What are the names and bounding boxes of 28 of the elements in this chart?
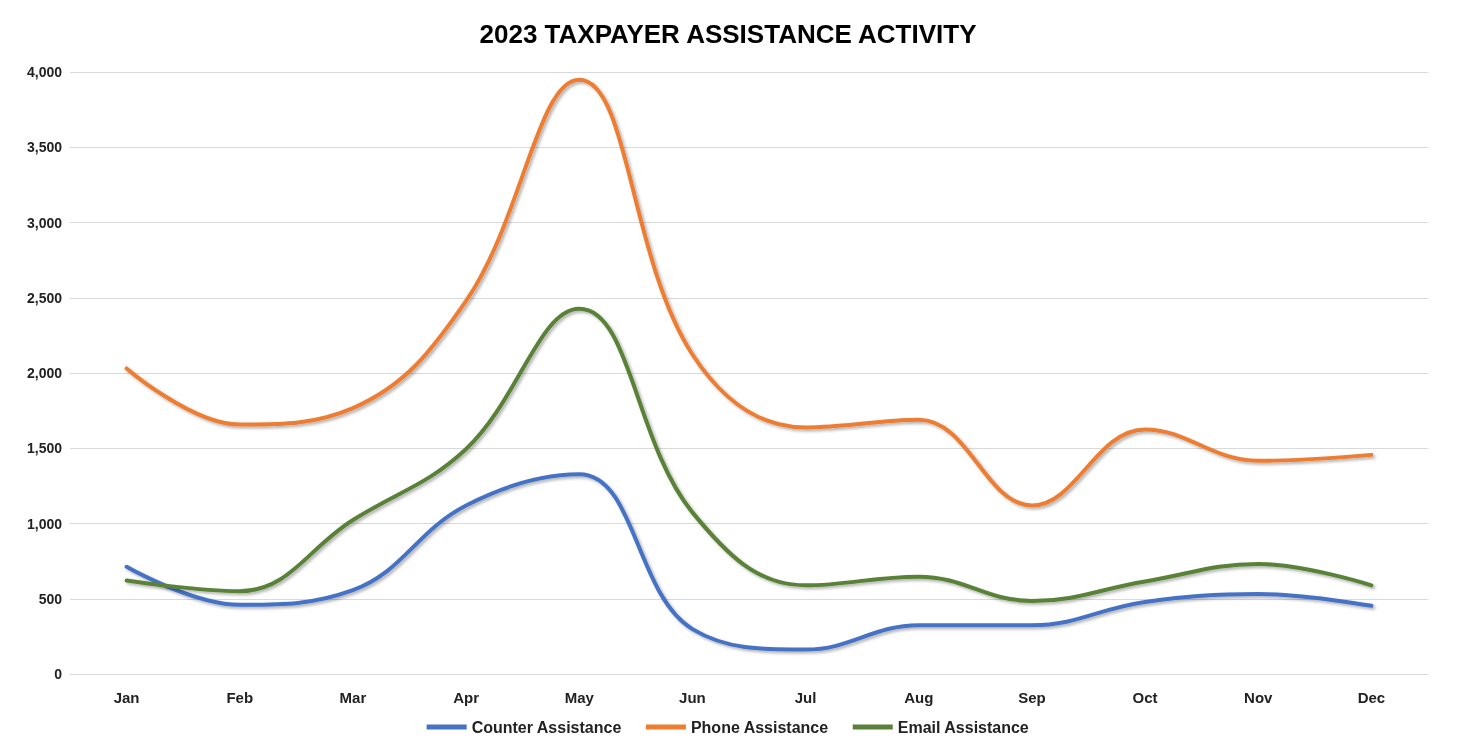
- y-tick-label: 2,500: [26, 289, 63, 306]
- line-series: [124, 472, 1374, 652]
- y-tick-label: 1,000: [26, 515, 63, 532]
- x-tick-label: May: [564, 689, 595, 706]
- x-tick-label: Jan: [113, 689, 140, 706]
- y-tick-label: 4,000: [26, 64, 63, 80]
- line-series: [124, 306, 1374, 604]
- chart-title: 2023 TAXPAYER ASSISTANCE ACTIVITY: [479, 19, 977, 49]
- y-tick-label: 1,500: [26, 440, 63, 457]
- y-tick-label: 3,500: [26, 139, 63, 156]
- y-tick-label: 3,000: [26, 214, 63, 231]
- y-tick-label: 500: [38, 590, 63, 607]
- x-tick-label: Mar: [339, 689, 367, 706]
- legend-label: Email Assistance: [897, 718, 1029, 736]
- x-tick-label: Apr: [453, 689, 480, 706]
- x-tick-label: Sep: [1018, 689, 1046, 706]
- x-tick-label: Jun: [679, 689, 706, 706]
- x-tick-label: Jul: [794, 689, 817, 706]
- y-tick-label: 2,000: [26, 365, 63, 381]
- x-tick-label: Oct: [1132, 689, 1158, 706]
- legend-label: Counter Assistance: [471, 718, 622, 736]
- line-series: [124, 77, 1374, 508]
- x-tick-label: Dec: [1357, 689, 1386, 706]
- x-tick-label: Feb: [226, 689, 254, 706]
- x-tick-label: Nov: [1244, 689, 1274, 706]
- x-tick-label: Aug: [904, 689, 934, 706]
- legend-label: Phone Assistance: [690, 718, 829, 736]
- y-tick-label: 0: [54, 666, 63, 682]
